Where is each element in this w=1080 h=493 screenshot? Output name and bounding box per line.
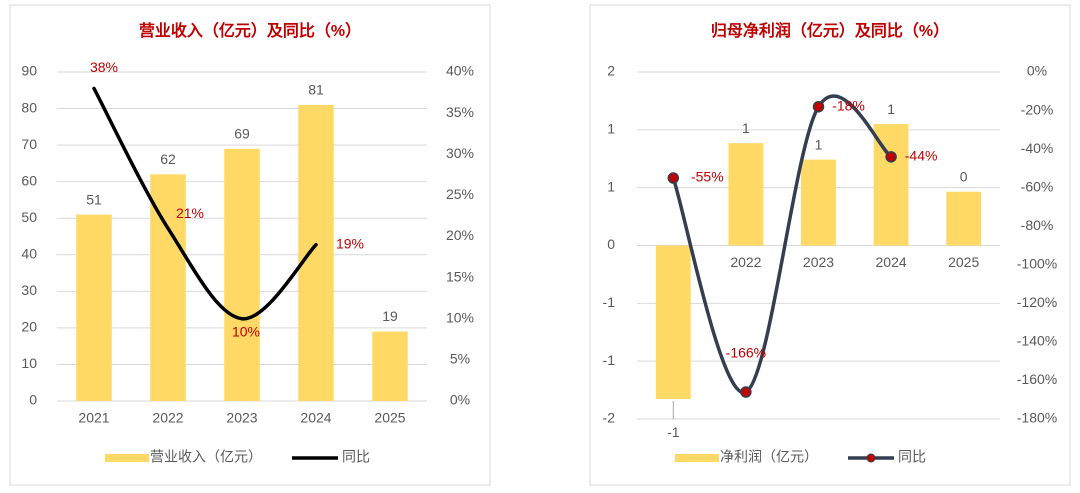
y-tick-label: 2 [607, 63, 615, 79]
y-tick-label: 40 [21, 245, 37, 261]
y2-tick-label: -60% [1021, 178, 1054, 194]
x-tick-label: 2023 [803, 254, 834, 270]
bar-value-label: 1 [742, 120, 750, 136]
bar [728, 143, 764, 246]
x-tick-label: 2023 [226, 410, 257, 426]
y2-tick-label: 35% [446, 104, 474, 120]
line-value-label: 19% [336, 235, 364, 251]
bar-value-label: 62 [160, 151, 176, 167]
y-tick-label: 0 [607, 236, 615, 252]
line [671, 94, 893, 394]
y2-tick-label: 0% [450, 392, 470, 408]
y2-tick-label: -40% [1021, 140, 1054, 156]
y2-tick-label: -100% [1017, 255, 1057, 271]
bar [801, 159, 836, 246]
bar-value-label: 69 [234, 125, 250, 141]
chart-title: 归母净利润（亿元）及同比（%） [711, 21, 949, 40]
marker [740, 386, 752, 398]
bar [946, 191, 982, 246]
line [92, 86, 318, 321]
y-tick-label: 70 [21, 136, 37, 152]
bar [76, 214, 112, 401]
y2-tick-label: 25% [446, 186, 474, 202]
y-tick-label: 60 [21, 172, 37, 188]
y-tick-label: -1 [603, 352, 616, 368]
marker [812, 100, 825, 113]
legend-label: 同比 [898, 449, 926, 465]
x-tick-label: 2025 [374, 410, 405, 426]
bar-value-label: -1 [667, 424, 680, 440]
legend-swatch [105, 454, 149, 462]
line-value-label: -166% [726, 345, 766, 361]
y-tick-label: 30 [21, 282, 37, 298]
x-tick-label: 2021 [78, 410, 109, 426]
bar [372, 331, 408, 401]
bar-value-label: 51 [86, 191, 102, 207]
y-tick-label: 20 [21, 319, 37, 335]
y2-tick-label: 15% [446, 268, 474, 284]
y2-tick-label: 0% [1027, 63, 1047, 79]
legend-label: 同比 [342, 449, 370, 465]
panel [589, 4, 1071, 486]
y-tick-label: 0 [29, 392, 37, 408]
y2-tick-label: 40% [446, 63, 474, 79]
y-tick-label: 90 [21, 63, 37, 79]
bar [150, 174, 186, 401]
bar-value-label: 19 [382, 308, 398, 324]
y-tick-label: 80 [21, 99, 37, 115]
y-tick-label: 50 [21, 209, 37, 225]
y2-tick-label: -140% [1017, 333, 1057, 349]
x-tick-label: 2025 [948, 254, 979, 270]
y-tick-label: -1 [603, 294, 616, 310]
x-tick-label: 2024 [300, 410, 331, 426]
chart-title: 营业收入（亿元）及同比（%） [139, 21, 361, 40]
legend-swatch [675, 454, 719, 462]
marker [885, 151, 897, 163]
bar-value-label: 81 [308, 82, 324, 98]
bar [655, 245, 691, 400]
panel [9, 4, 491, 486]
bar [224, 148, 260, 401]
y2-tick-label: -180% [1017, 410, 1057, 426]
x-tick-label: 2024 [876, 254, 907, 270]
bar-value-label: 0 [960, 168, 968, 184]
y2-tick-label: -80% [1021, 217, 1054, 233]
y-tick-label: 1 [607, 178, 615, 194]
line-value-label: -18% [832, 97, 865, 113]
bar-value-label: 1 [887, 101, 895, 117]
line-value-label: 38% [90, 59, 118, 75]
line-value-label: -44% [905, 148, 938, 164]
y2-tick-label: -160% [1017, 371, 1057, 387]
y2-tick-label: 5% [450, 351, 470, 367]
y-tick-label: 10 [21, 355, 37, 371]
y2-tick-label: -20% [1021, 101, 1054, 117]
legend-label: 营业收入（亿元） [150, 449, 262, 465]
x-tick-label: 2022 [730, 254, 761, 270]
y2-tick-label: -120% [1017, 294, 1057, 310]
legend-marker [866, 453, 876, 463]
y-tick-label: -2 [603, 410, 616, 426]
y2-tick-label: 20% [446, 227, 474, 243]
marker [667, 172, 680, 184]
y-tick-label: 1 [607, 121, 615, 137]
bar [298, 104, 334, 402]
line-value-label: 21% [176, 205, 204, 221]
x-tick-label: 2022 [152, 410, 183, 426]
y2-tick-label: 10% [446, 309, 474, 325]
y2-tick-label: 30% [446, 145, 474, 161]
bar-value-label: 1 [815, 136, 823, 152]
line-value-label: -55% [691, 169, 724, 185]
legend-label: 净利润（亿元） [720, 449, 818, 465]
line-value-label: 10% [232, 323, 260, 339]
